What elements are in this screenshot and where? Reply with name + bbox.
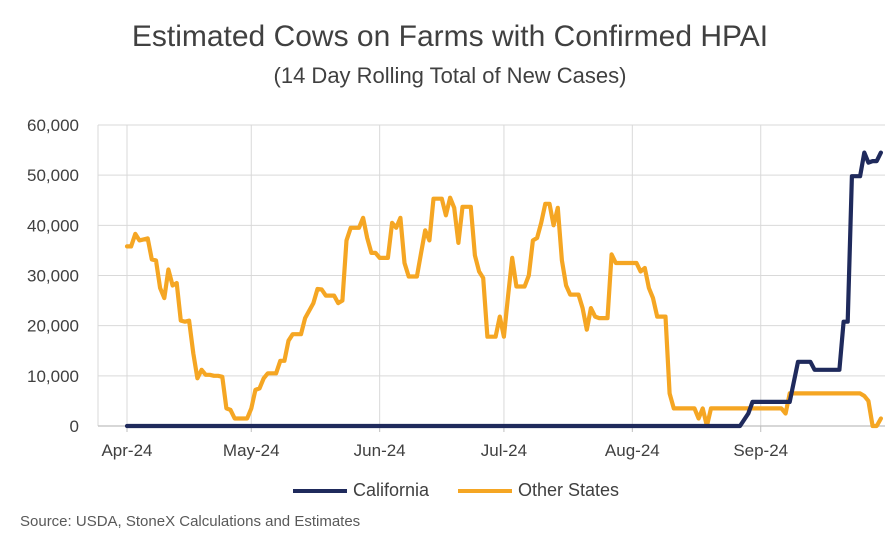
gridlines [97, 124, 885, 426]
y-tick-label: 10,000 [27, 367, 79, 386]
legend-item-other-states: Other States [458, 480, 619, 501]
legend-label-other-states: Other States [518, 480, 620, 500]
legend: California Other States [0, 480, 895, 504]
x-tick-label: Apr-24 [101, 441, 152, 460]
x-tick-label: Jun-24 [354, 441, 406, 460]
legend-swatch-california [293, 488, 347, 493]
series-line-other-states [124, 195, 883, 429]
x-tick-label: Aug-24 [605, 441, 660, 460]
y-tick-label: 40,000 [27, 216, 79, 235]
series-lines [124, 150, 883, 429]
legend-item-california: California [293, 480, 429, 501]
chart-subtitle: (14 Day Rolling Total of New Cases) [273, 63, 627, 88]
legend-label-california: California [353, 480, 430, 500]
y-tick-label: 0 [70, 417, 79, 436]
source-note: Source: USDA, StoneX Calculations and Es… [20, 513, 361, 530]
y-tick-label: 50,000 [27, 166, 79, 185]
legend-swatch-other-states [458, 488, 512, 493]
tick-labels: 0 10,000 20,000 30,000 40,000 50,000 60,000 Apr… [27, 116, 788, 460]
y-tick-label: 30,000 [27, 267, 79, 286]
chart-title: Estimated Cows on Farms with Confirmed H… [131, 20, 769, 53]
x-tick-label: Sep-24 [733, 441, 788, 460]
x-tick-label: May-24 [223, 441, 280, 460]
x-tick-label: Jul-24 [481, 441, 527, 460]
y-tick-label: 60,000 [27, 116, 79, 135]
y-tick-label: 20,000 [27, 317, 79, 336]
series-line-california [124, 150, 883, 429]
